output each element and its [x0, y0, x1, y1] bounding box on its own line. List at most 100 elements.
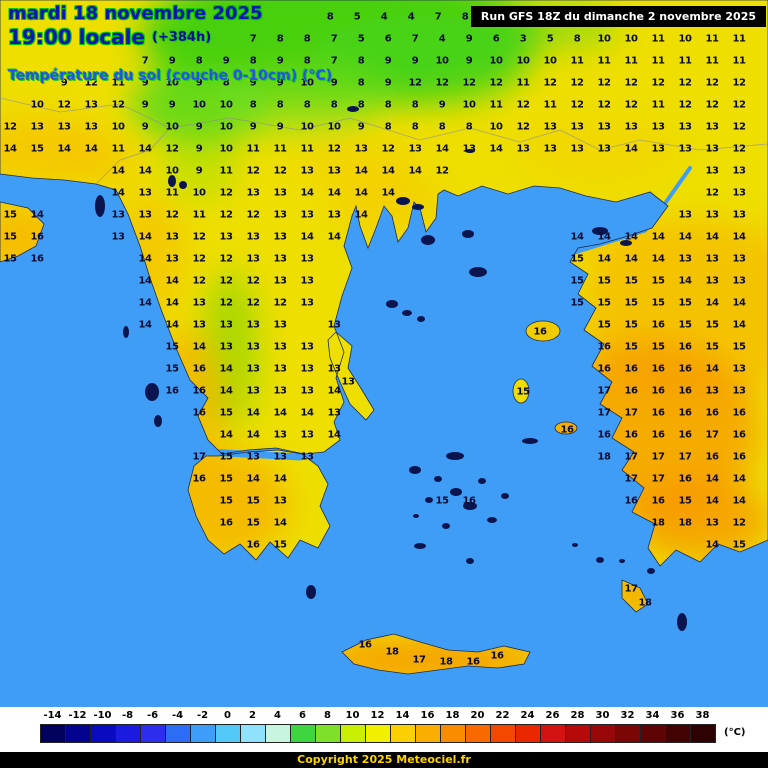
temperature-value: 10: [462, 99, 476, 111]
temperature-value: 13: [219, 231, 233, 243]
temperature-value: 13: [300, 275, 314, 287]
legend-boxes: [40, 724, 716, 743]
temperature-value: 14: [138, 297, 152, 309]
temperature-value: 13: [705, 121, 719, 133]
temperature-value: 12: [273, 297, 287, 309]
temperature-value: 16: [651, 385, 665, 397]
temperature-value: 8: [276, 99, 284, 111]
temperature-value: 15: [219, 407, 233, 419]
temperature-value: 13: [246, 187, 260, 199]
temperature-value: 10: [543, 55, 557, 67]
temperature-value: 16: [705, 451, 719, 463]
temperature-value: 13: [597, 143, 611, 155]
temperature-value: 13: [705, 143, 719, 155]
temperature-value: 13: [678, 253, 692, 265]
temperature-value: 12: [165, 143, 179, 155]
temperature-value: 14: [651, 253, 665, 265]
temperature-value: 5: [353, 11, 361, 23]
temperature-value: 16: [651, 429, 665, 441]
temperature-value: 15: [273, 539, 287, 551]
temperature-value: 13: [651, 121, 665, 133]
temperature-value: 12: [3, 121, 17, 133]
temperature-value: 16: [192, 473, 206, 485]
temperature-value: 14: [624, 231, 638, 243]
temperature-value: 12: [219, 253, 233, 265]
temperature-value: 12: [246, 165, 260, 177]
legend-color-box: [341, 725, 366, 742]
temperature-value: 9: [276, 77, 284, 89]
temperature-value: 12: [246, 275, 260, 287]
temperature-value: 11: [570, 55, 584, 67]
temperature-value: 14: [705, 473, 719, 485]
temperature-value: 15: [246, 517, 260, 529]
temperature-value: 13: [462, 143, 476, 155]
temperature-value: 16: [597, 363, 611, 375]
temperature-value: 14: [300, 231, 314, 243]
temperature-value: 13: [705, 517, 719, 529]
temperature-value: 16: [490, 650, 504, 662]
temperature-value: 14: [219, 363, 233, 375]
temperature-value: 16: [624, 495, 638, 507]
temperature-value: 10: [597, 33, 611, 45]
temperature-value: 12: [219, 297, 233, 309]
temperature-value: 13: [300, 363, 314, 375]
temperature-value: 13: [543, 121, 557, 133]
legend-value: -6: [146, 710, 159, 721]
temperature-value: 12: [732, 517, 746, 529]
temperature-value: 11: [705, 33, 719, 45]
temperature-value: 13: [138, 187, 152, 199]
temperature-value: 16: [651, 363, 665, 375]
temperature-value: 9: [384, 55, 392, 67]
legend-value: 32: [620, 710, 635, 721]
temperature-value: 13: [273, 187, 287, 199]
temperature-value: 14: [381, 187, 395, 199]
temperature-value: 10: [435, 55, 449, 67]
country-borders: [0, 97, 768, 185]
legend-value: 16: [420, 710, 435, 721]
temperature-value: 13: [705, 275, 719, 287]
temperature-value: 13: [273, 385, 287, 397]
temperature-value: 13: [273, 275, 287, 287]
temperature-value: 14: [111, 165, 125, 177]
temperature-value: 15: [165, 363, 179, 375]
temperature-value: 15: [732, 539, 746, 551]
temperature-value: 8: [249, 99, 257, 111]
temperature-value: 13: [30, 121, 44, 133]
legend-color-box: [491, 725, 516, 742]
legend-value: 38: [695, 710, 710, 721]
temperature-value: 14: [354, 209, 368, 221]
temperature-value: 14: [624, 143, 638, 155]
legend-color-box: [291, 725, 316, 742]
forecast-offset: (+384h): [152, 30, 212, 45]
temperature-value: 16: [624, 363, 638, 375]
temperature-value: 13: [732, 275, 746, 287]
temperature-value: 10: [165, 165, 179, 177]
temperature-value: 9: [60, 77, 68, 89]
temperature-value: 14: [705, 363, 719, 375]
temperature-value: 14: [246, 429, 260, 441]
temperature-value: 14: [678, 231, 692, 243]
temperature-value: 14: [327, 429, 341, 441]
temperature-value: 12: [84, 77, 98, 89]
legend-value: -14: [43, 710, 62, 721]
temperature-value: 7: [249, 33, 257, 45]
temperature-value: 16: [624, 385, 638, 397]
temperature-value: 14: [732, 231, 746, 243]
temperature-value: 14: [597, 253, 611, 265]
temperature-value: 11: [489, 99, 503, 111]
temperature-value: 9: [465, 55, 473, 67]
temperature-value: 14: [435, 143, 449, 155]
temperature-value: 13: [273, 451, 287, 463]
temperature-value: 13: [246, 451, 260, 463]
temperature-value: 12: [111, 99, 125, 111]
temperature-value: 17: [705, 429, 719, 441]
temperature-value: 14: [732, 473, 746, 485]
temperature-value: 17: [624, 451, 638, 463]
temperature-value: 15: [651, 275, 665, 287]
temperature-value: 9: [411, 55, 419, 67]
temperature-value: 14: [705, 495, 719, 507]
temperature-value: 12: [597, 99, 611, 111]
temperature-value: 9: [222, 55, 230, 67]
temperature-value: 10: [300, 121, 314, 133]
temperature-value: 12: [246, 209, 260, 221]
